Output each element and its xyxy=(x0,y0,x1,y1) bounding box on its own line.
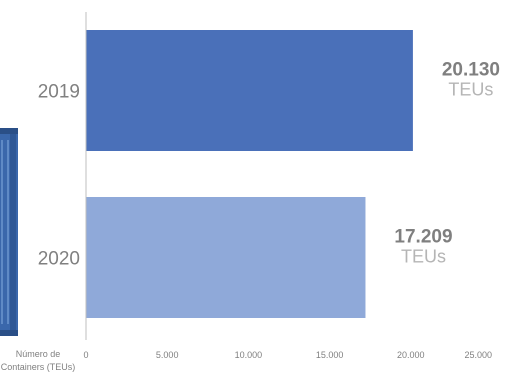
value-unit-2020: TEUs xyxy=(401,247,446,267)
x-tick-label: 20.000 xyxy=(397,350,425,360)
category-label-2020: 2020 xyxy=(38,249,80,270)
shipping-container-icon xyxy=(0,128,18,336)
x-tick-label: 15.000 xyxy=(316,350,344,360)
x-tick-labels-group: 0 5.000 10.000 15.000 20.000 25.000 xyxy=(83,350,492,360)
x-axis-title-line-2: Containers (TEUs) xyxy=(1,362,76,372)
x-tick-label: 25.000 xyxy=(464,350,492,360)
x-tick-label: 0 xyxy=(83,350,88,360)
x-tick-label: 10.000 xyxy=(235,350,263,360)
category-label-2019: 2019 xyxy=(38,82,80,103)
bar-2019 xyxy=(86,30,413,151)
value-label-2019: 20.130 xyxy=(442,60,500,81)
category-labels-group: 2019 2020 xyxy=(38,82,80,270)
value-unit-2019: TEUs xyxy=(448,80,493,100)
value-label-2020: 17.209 xyxy=(394,227,452,248)
bar-2020 xyxy=(86,197,366,318)
x-axis-title-line-1: Número de xyxy=(16,349,61,359)
x-tick-label: 5.000 xyxy=(156,350,179,360)
bars-group xyxy=(86,30,413,318)
